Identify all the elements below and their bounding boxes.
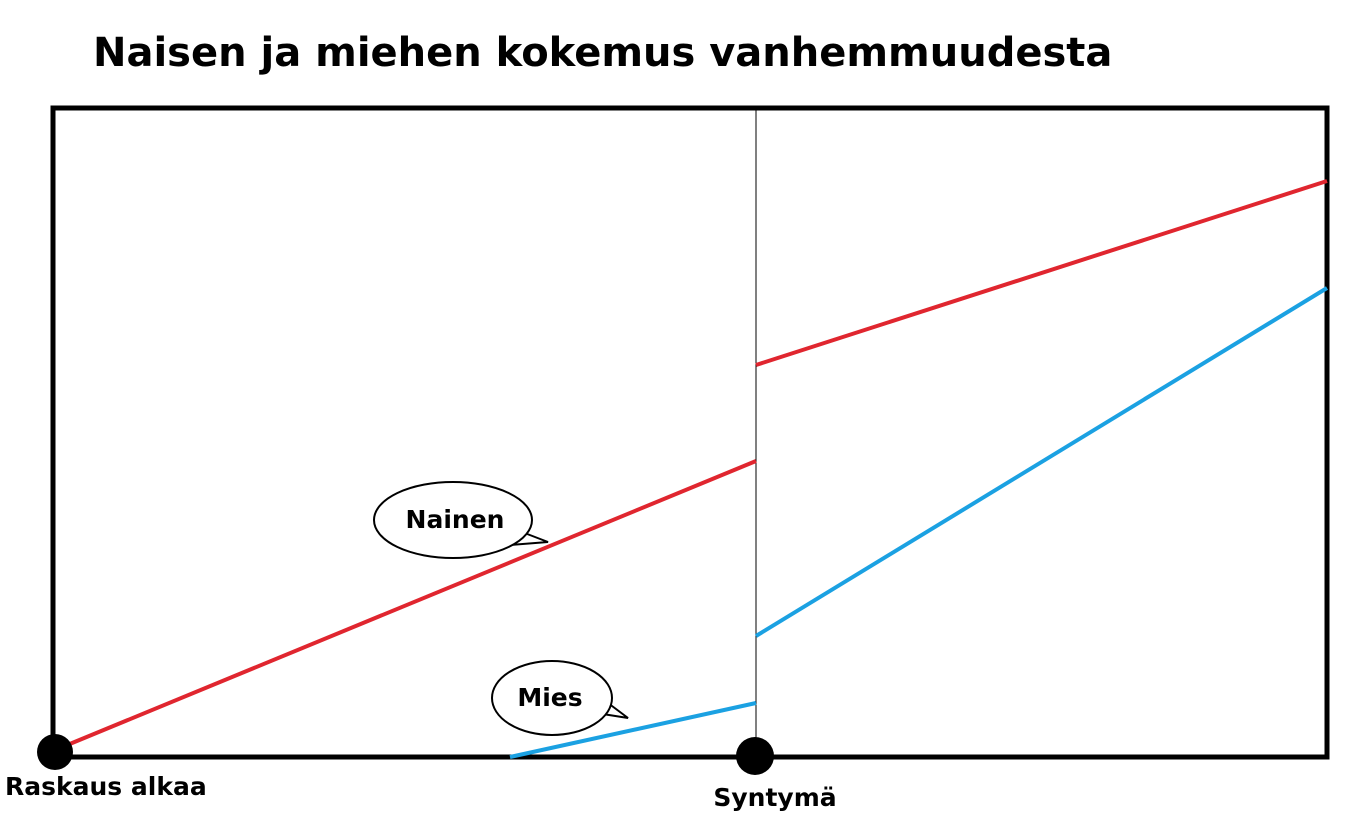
man-line-before xyxy=(509,701,757,759)
frame xyxy=(50,105,1330,760)
birth-dot xyxy=(736,737,774,775)
woman-label: Nainen xyxy=(406,505,505,534)
man-line-after xyxy=(754,286,1329,638)
man-bubble xyxy=(491,660,613,736)
man-label: Mies xyxy=(517,683,582,712)
woman-line-after xyxy=(755,179,1328,367)
woman-line-before xyxy=(59,459,757,750)
woman-bubble xyxy=(373,481,533,559)
birth-label: Syntymä xyxy=(713,783,836,812)
start-label: Raskaus alkaa xyxy=(5,772,207,801)
title: Naisen ja miehen kokemus vanhemmuudesta xyxy=(93,30,1112,76)
start-dot xyxy=(37,734,73,770)
